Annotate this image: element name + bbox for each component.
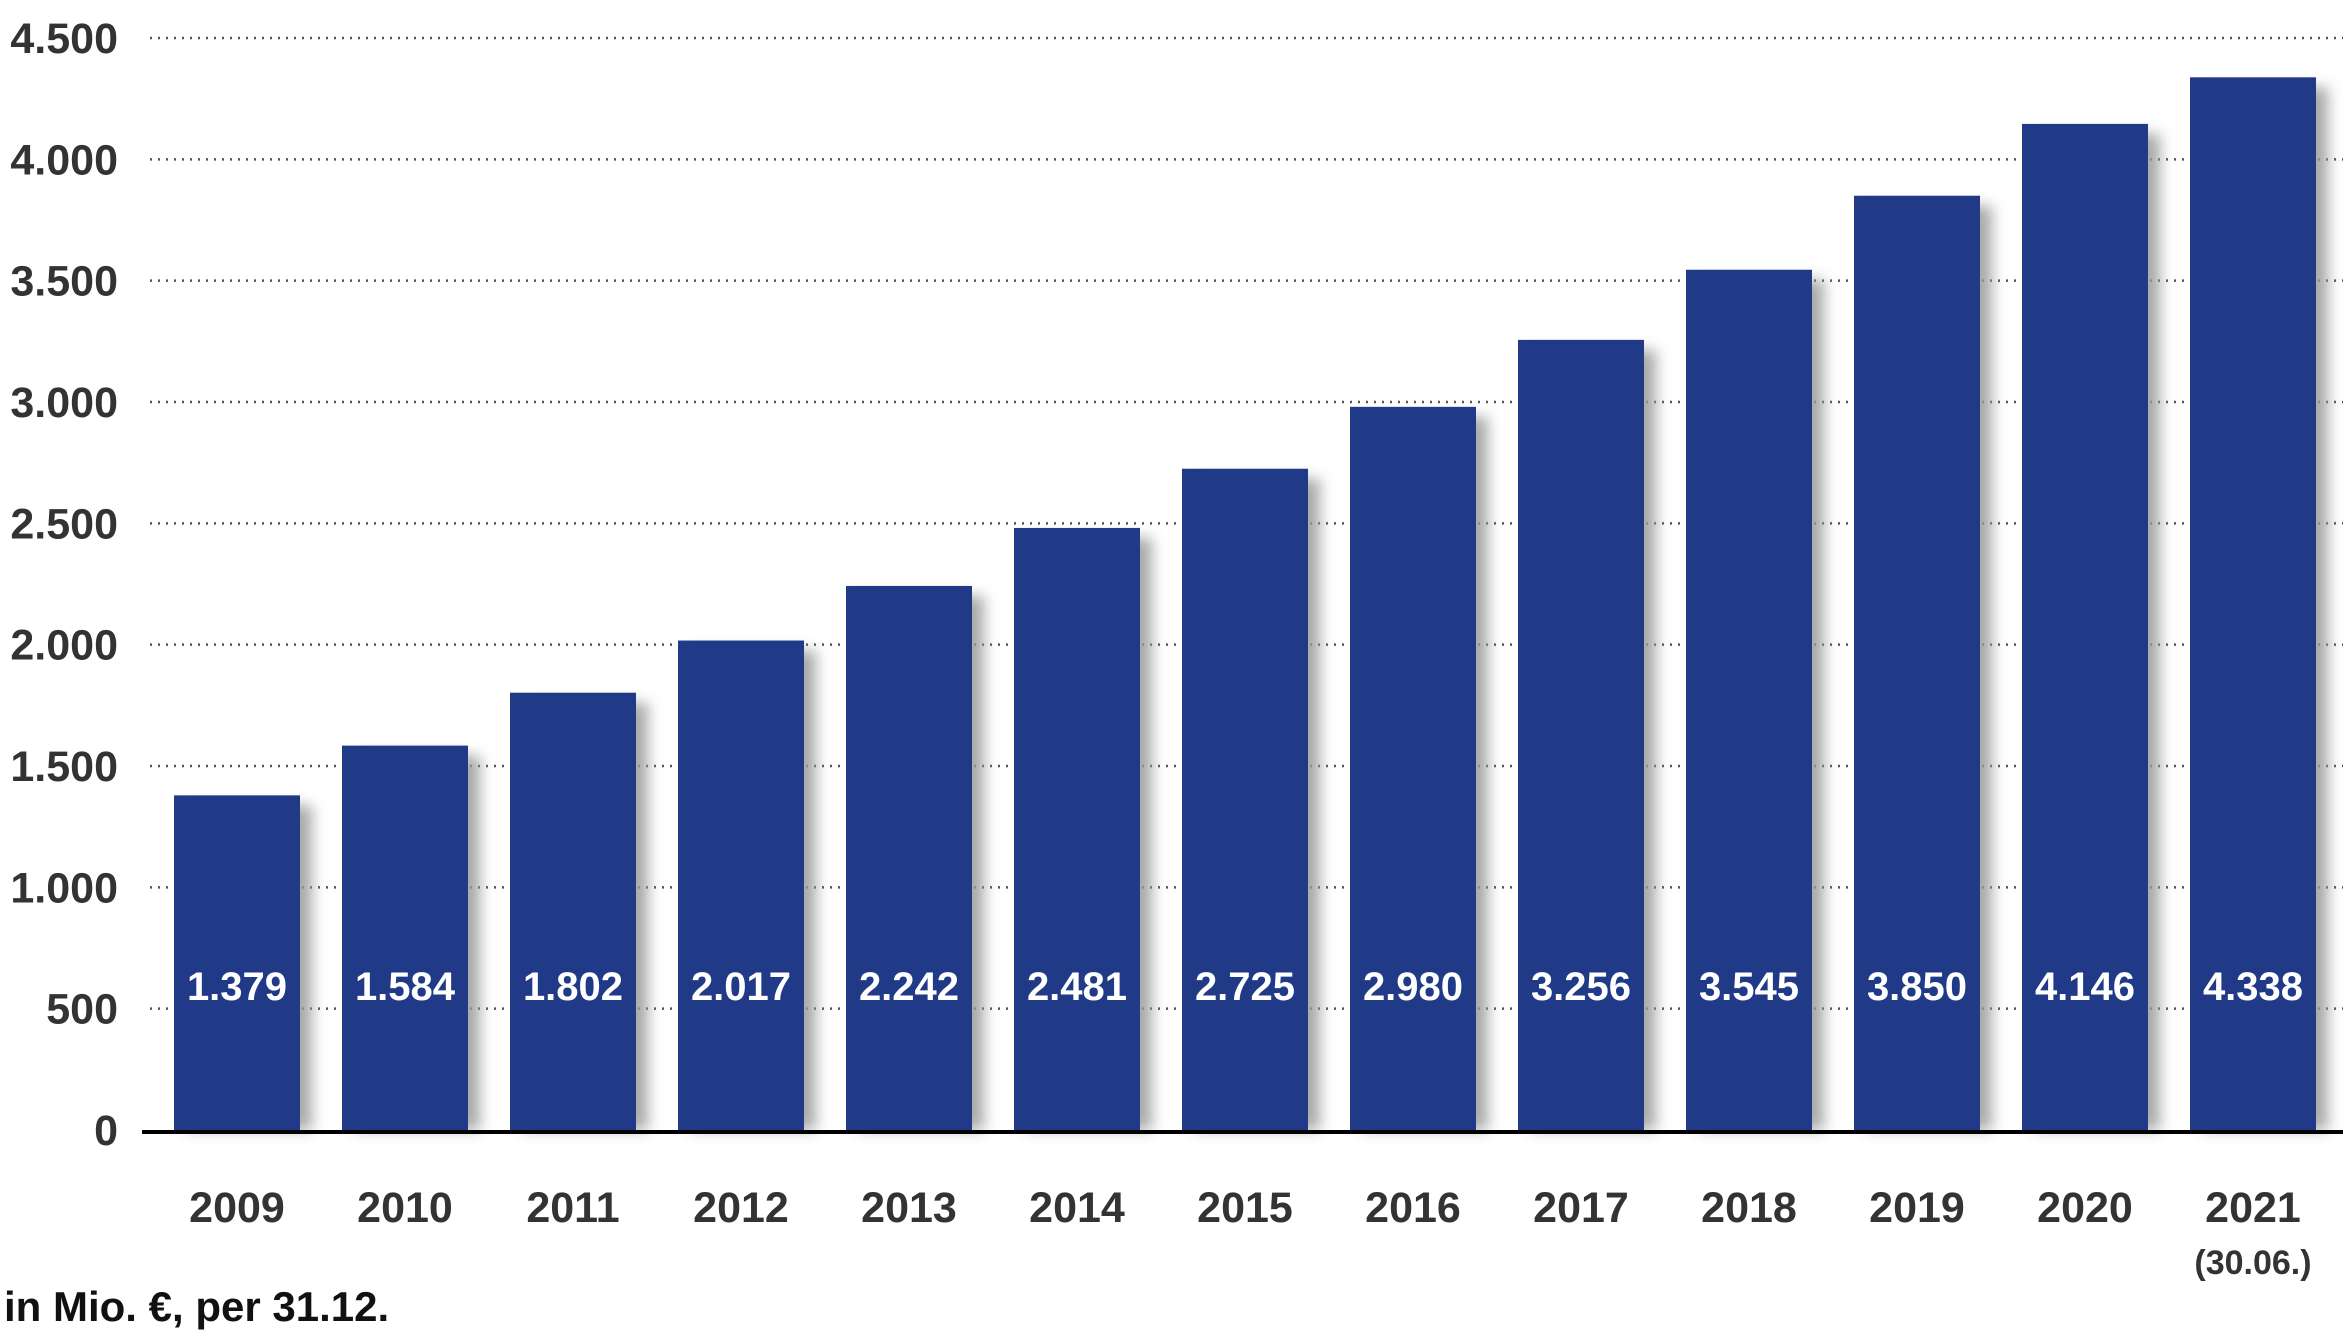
data-label: 1.584: [355, 965, 456, 1009]
y-tick-label: 3.000: [10, 379, 118, 427]
data-label: 2.980: [1363, 965, 1463, 1009]
bar-2019: [1854, 195, 1980, 1130]
x-tick-label: 2017: [1533, 1184, 1629, 1232]
bar-2010: [342, 745, 468, 1130]
bar-2016: [1350, 406, 1476, 1130]
x-tick-label: 2020: [2037, 1184, 2133, 1232]
data-label: 3.545: [1699, 965, 1799, 1009]
bar-2011: [510, 692, 636, 1130]
bar-2014: [1014, 527, 1140, 1130]
bar-2012: [678, 640, 804, 1130]
data-label: 2.725: [1195, 965, 1295, 1009]
x-tick-label: 2011: [526, 1184, 619, 1232]
x-tick-label: 2009: [189, 1184, 285, 1232]
bar-2017: [1518, 339, 1644, 1130]
x-tick-label: 2018: [1701, 1184, 1797, 1232]
bar-2013: [846, 585, 972, 1130]
y-tick-label: 2.000: [10, 622, 118, 670]
y-tick-label: 1.000: [10, 864, 118, 912]
unit-footnote: in Mio. €, per 31.12.: [4, 1283, 390, 1330]
data-label: 2.017: [691, 965, 791, 1009]
data-label: 2.242: [859, 965, 959, 1009]
data-label: 3.256: [1531, 965, 1631, 1009]
data-label: 1.379: [187, 965, 287, 1009]
x-tick-label: 2014: [1029, 1184, 1125, 1232]
bar-data-labels: 1.379 1.584 1.802 2.017 2.242 2.481 2.725 2.980…: [187, 965, 2303, 1009]
y-tick-label: 4.000: [10, 136, 118, 184]
bars: [174, 77, 2316, 1131]
x-tick-label: 2015: [1197, 1184, 1293, 1232]
y-tick-label: 500: [46, 986, 118, 1034]
bar-2021: [2190, 77, 2316, 1130]
y-axis-tick-labels: 0 500 1.000 1.500 2.000 2.500 3.000 3.500 4.000 4…: [10, 15, 118, 1155]
data-label: 1.802: [523, 965, 623, 1009]
bar-2020: [2022, 123, 2148, 1131]
x-tick-label: 2010: [357, 1184, 453, 1232]
data-label: 4.146: [2035, 965, 2135, 1009]
bar-2009: [174, 795, 300, 1130]
y-tick-label: 0: [94, 1107, 118, 1155]
data-label: 2.481: [1027, 965, 1127, 1009]
x-tick-label: 2019: [1869, 1184, 1965, 1232]
data-label: 3.850: [1867, 965, 1967, 1009]
x-tick-label: 2013: [861, 1184, 957, 1232]
x-tick-label: 2016: [1365, 1184, 1461, 1232]
data-label: 4.338: [2203, 965, 2303, 1009]
x-tick-sublabel: (30.06.): [2194, 1244, 2311, 1282]
y-tick-label: 1.500: [10, 743, 118, 791]
y-tick-label: 3.500: [10, 258, 118, 306]
y-tick-label: 2.500: [10, 500, 118, 548]
x-axis-category-labels: 2009 2010 2011 2012 2013 2014 2015 2016 2017 2018…: [189, 1184, 2311, 1282]
bar-2015: [1182, 468, 1308, 1130]
bar-2018: [1686, 269, 1812, 1130]
y-tick-label: 4.500: [10, 15, 118, 63]
x-tick-label: 2021: [2205, 1184, 2301, 1232]
x-tick-label: 2012: [693, 1184, 789, 1232]
